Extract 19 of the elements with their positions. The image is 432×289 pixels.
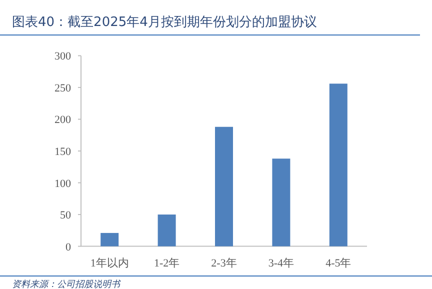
bar	[329, 84, 348, 246]
x-tick-label: 4-5年	[326, 257, 352, 270]
bar	[158, 214, 176, 246]
y-tick-label: 0	[66, 241, 72, 254]
bar	[272, 158, 290, 246]
y-tick-label: 300	[54, 50, 72, 63]
bar	[215, 126, 233, 246]
x-tick-label: 2-3年	[211, 257, 237, 270]
x-tick-label: 1-2年	[154, 257, 180, 270]
text: 资料来源：公司招股说明书	[12, 279, 121, 289]
bar	[100, 232, 119, 246]
y-tick-label: 100	[54, 178, 72, 190]
chart-title: 图表40：截至2025年4月按到期年份划分的加盟协议	[12, 15, 317, 30]
y-tick-label: 250	[54, 82, 72, 94]
x-tick-label: 3-4年	[268, 257, 294, 270]
y-tick-label: 200	[54, 114, 72, 126]
y-tick-label: 50	[60, 210, 72, 222]
x-tick-label: 1年以内	[90, 256, 129, 270]
y-tick-label: 150	[54, 146, 72, 158]
